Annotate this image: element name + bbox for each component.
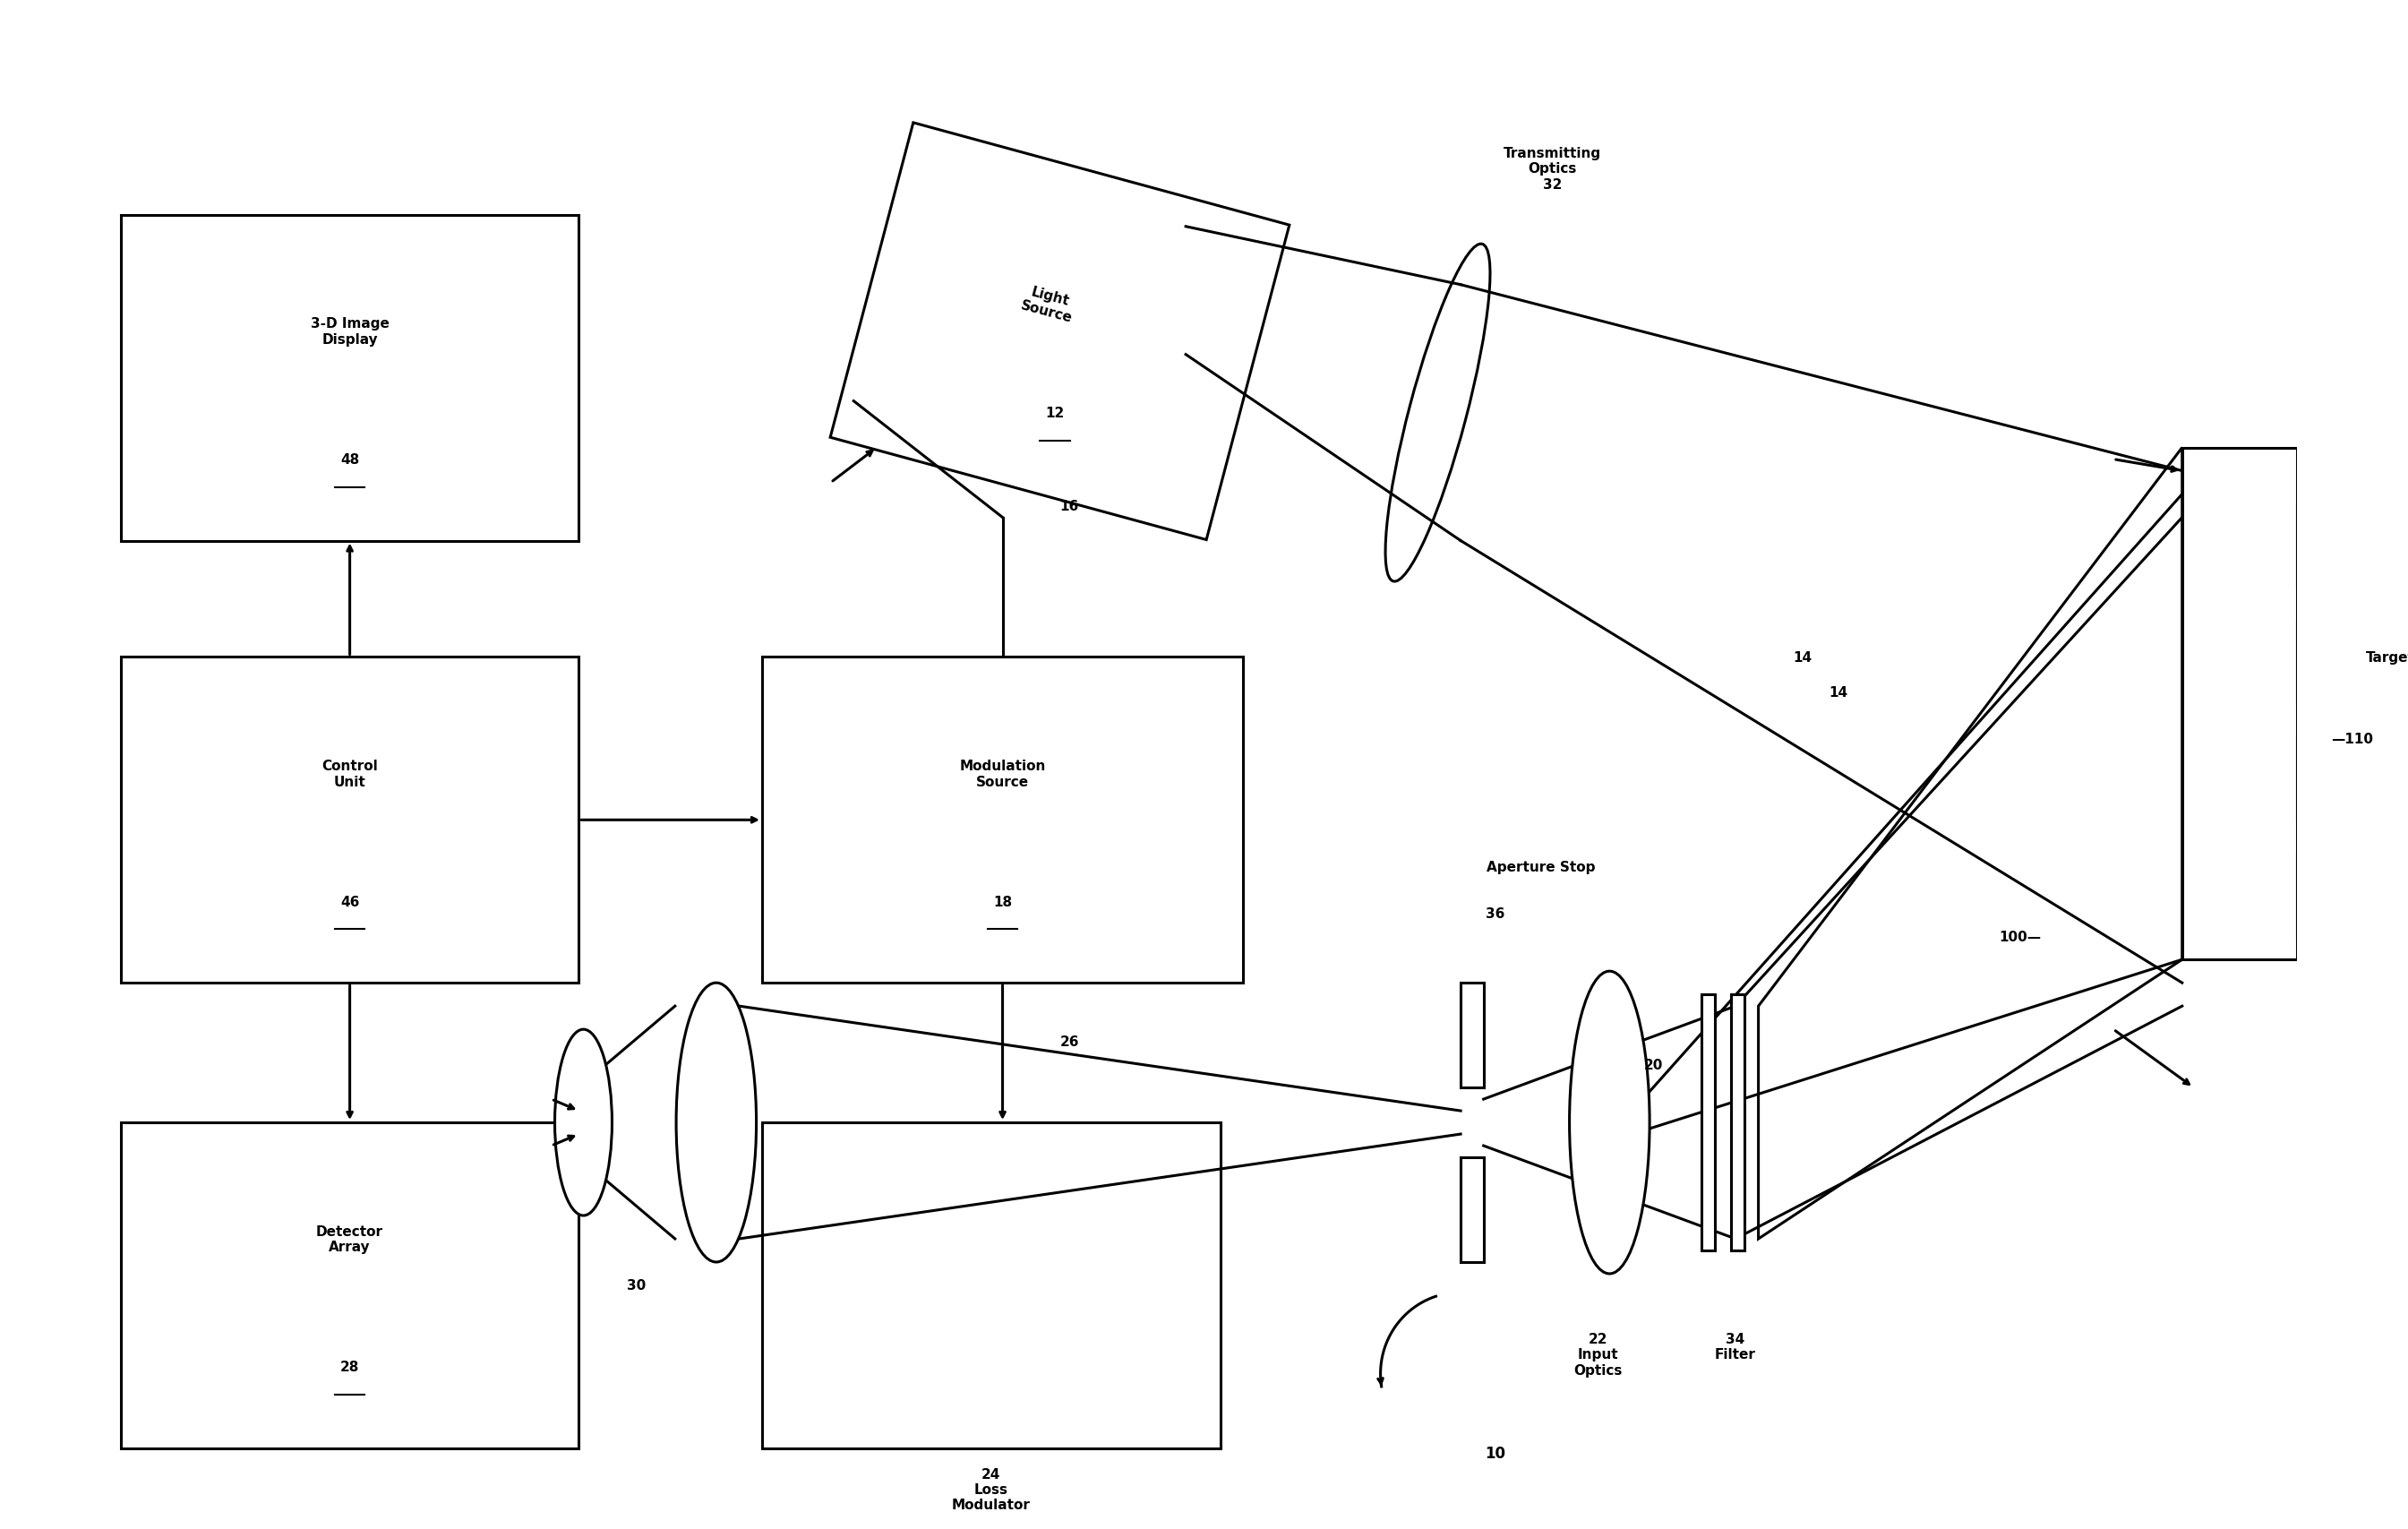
Text: Aperture Stop: Aperture Stop [1486,861,1594,873]
Bar [1462,1157,1483,1263]
Text: Transmitting
Optics
32: Transmitting Optics 32 [1503,147,1601,191]
Bar [2297,855,2331,937]
Text: 14: 14 [1794,651,1811,664]
Text: 18: 18 [992,894,1011,908]
Text: 12: 12 [1045,407,1064,420]
Text: 3-D Image
Display: 3-D Image Display [311,318,390,347]
Text: Control
Unit: Control Unit [323,760,378,789]
Text: Modulation
Source: Modulation Source [958,760,1045,789]
Text: 20: 20 [1645,1058,1664,1072]
Bar [1700,995,1714,1251]
Text: 22
Input
Optics: 22 Input Optics [1575,1332,1623,1376]
Text: 48: 48 [340,453,359,466]
Text: 28: 28 [340,1361,359,1373]
Text: 26: 26 [1060,1035,1079,1047]
Text: 16: 16 [1060,500,1079,514]
Bar [761,1122,1221,1448]
Bar [2182,448,2297,960]
Polygon shape [831,124,1288,540]
Text: 24
Loss
Modulator: 24 Loss Modulator [951,1466,1031,1512]
Bar [1731,995,1746,1251]
Text: 10: 10 [1486,1445,1505,1462]
Ellipse shape [1570,971,1649,1274]
Bar [2297,506,2331,587]
Ellipse shape [677,983,756,1263]
Bar [120,657,578,983]
Ellipse shape [554,1029,612,1216]
Bar [761,657,1243,983]
Text: Light
Source: Light Source [1019,283,1079,324]
Ellipse shape [1385,245,1491,583]
Bar [120,1122,578,1448]
Text: 36: 36 [1486,907,1505,920]
Bar [120,216,578,541]
Text: 14: 14 [1830,685,1847,699]
Text: Detector
Array: Detector Array [315,1225,383,1254]
Text: Target: Target [2365,651,2408,664]
Bar [2297,622,2331,703]
Text: 46: 46 [340,894,359,908]
Text: 34
Filter: 34 Filter [1714,1332,1755,1361]
Text: —110: —110 [2331,732,2374,746]
Text: 30: 30 [626,1278,645,1292]
Text: 100—: 100— [1999,930,2042,943]
Bar [1462,983,1483,1087]
Bar [2297,739,2331,820]
